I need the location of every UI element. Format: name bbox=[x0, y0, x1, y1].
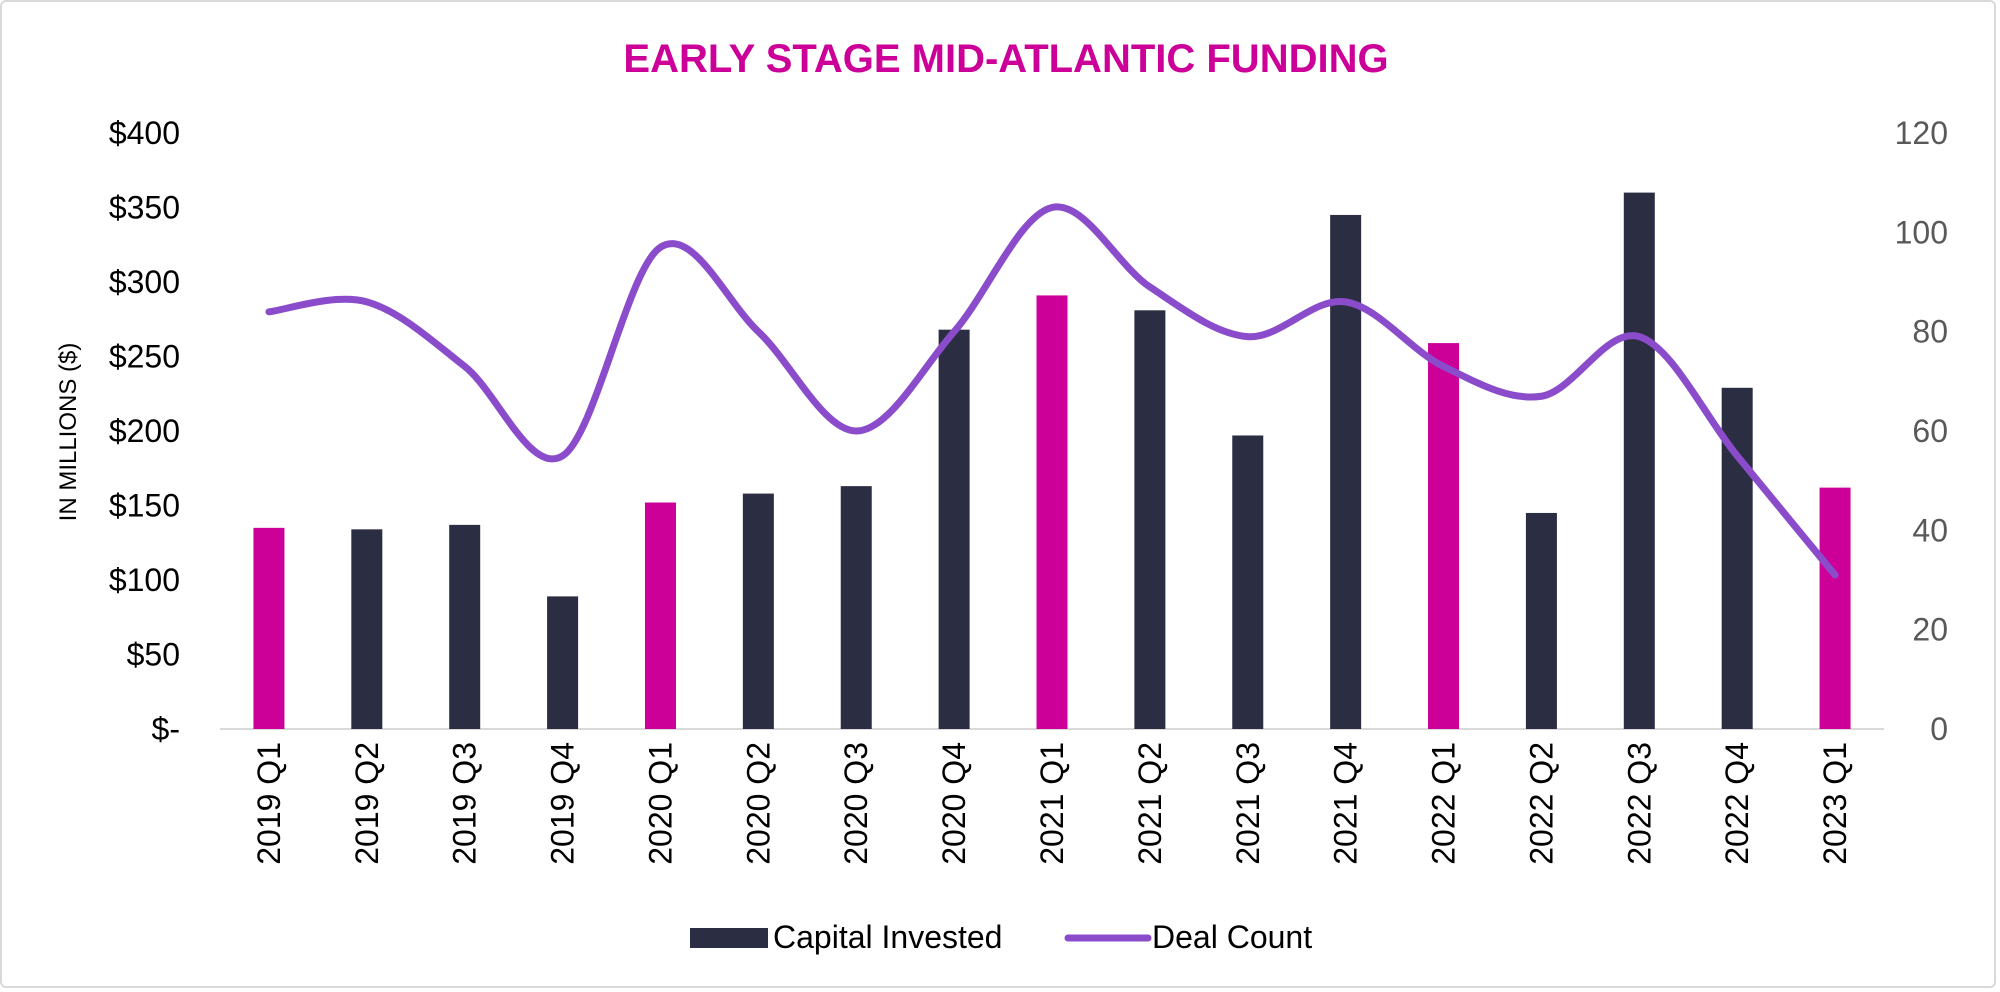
x-tick-label-2019-q1: 2019 Q1 bbox=[251, 742, 287, 865]
x-tick-label-2021-q1: 2021 Q1 bbox=[1034, 742, 1070, 865]
x-tick-label-2019-q2: 2019 Q2 bbox=[349, 742, 385, 865]
x-tick-label-2022-q2: 2022 Q2 bbox=[1523, 742, 1559, 865]
bar-2020-q4 bbox=[938, 329, 970, 729]
left-tick-label-400: $400 bbox=[109, 115, 180, 151]
x-tick-label-2021-q4: 2021 Q4 bbox=[1328, 742, 1364, 865]
legend: Capital Invested Deal Count bbox=[690, 919, 1312, 955]
right-tick-label-100: 100 bbox=[1895, 214, 1948, 250]
y-axis-label: IN MILLIONS ($) bbox=[55, 343, 82, 522]
bar-series bbox=[253, 192, 1851, 730]
bar-2019-q4 bbox=[547, 596, 579, 729]
left-tick-label-50: $50 bbox=[127, 637, 180, 673]
x-tick-label-2019-q3: 2019 Q3 bbox=[447, 742, 483, 865]
x-tick-label-2020-q3: 2020 Q3 bbox=[838, 742, 874, 865]
x-axis-labels: 2019 Q1 2019 Q2 2019 Q3 2019 Q4 2020 Q1 2020 … bbox=[251, 742, 1853, 865]
bar-2022-q3 bbox=[1623, 192, 1655, 730]
right-tick-label-80: 80 bbox=[1912, 314, 1948, 350]
right-tick-label-40: 40 bbox=[1912, 512, 1948, 548]
chart-title: EARLY STAGE MID-ATLANTIC FUNDING bbox=[623, 37, 1388, 81]
left-tick-label-250: $250 bbox=[109, 339, 180, 375]
legend-label-capital-invested: Capital Invested bbox=[773, 919, 1002, 955]
left-tick-label-350: $350 bbox=[109, 190, 180, 226]
left-tick-label-: $- bbox=[152, 711, 180, 747]
x-tick-label-2021-q3: 2021 Q3 bbox=[1230, 742, 1266, 865]
right-tick-label-120: 120 bbox=[1895, 115, 1948, 151]
x-tick-label-2021-q2: 2021 Q2 bbox=[1132, 742, 1168, 865]
left-tick-label-200: $200 bbox=[109, 413, 180, 449]
bar-2022-q1 bbox=[1428, 343, 1460, 729]
bar-2021-q3 bbox=[1232, 435, 1264, 729]
legend-swatch-capital-invested bbox=[690, 928, 768, 948]
bar-2019-q2 bbox=[351, 529, 383, 729]
x-tick-label-2020-q1: 2020 Q1 bbox=[642, 742, 678, 865]
left-tick-label-300: $300 bbox=[109, 264, 180, 300]
deal-count-line bbox=[265, 203, 1839, 579]
x-tick-label-2022-q3: 2022 Q3 bbox=[1621, 742, 1657, 865]
bar-2019-q3 bbox=[449, 524, 481, 729]
bar-2020-q2 bbox=[742, 493, 774, 729]
bar-2022-q2 bbox=[1525, 512, 1557, 729]
x-tick-label-2023-q1: 2023 Q1 bbox=[1817, 742, 1853, 865]
x-tick-label-2022-q1: 2022 Q1 bbox=[1426, 742, 1462, 865]
bar-2021-q4 bbox=[1330, 214, 1362, 729]
bar-2019-q1 bbox=[253, 527, 285, 729]
bar-2020-q3 bbox=[840, 486, 872, 729]
legend-label-deal-count: Deal Count bbox=[1152, 919, 1312, 955]
bar-2020-q1 bbox=[644, 502, 676, 729]
bar-2021-q1 bbox=[1036, 295, 1068, 729]
right-axis-ticks: 0 20 40 60 80 100 120 bbox=[1895, 115, 1948, 747]
x-tick-label-2019-q4: 2019 Q4 bbox=[545, 742, 581, 865]
bar-2023-q1 bbox=[1819, 487, 1851, 729]
right-tick-label-0: 0 bbox=[1930, 711, 1948, 747]
x-tick-label-2020-q2: 2020 Q2 bbox=[740, 742, 776, 865]
bar-2021-q2 bbox=[1134, 310, 1166, 729]
x-tick-label-2020-q4: 2020 Q4 bbox=[936, 742, 972, 865]
x-tick-label-2022-q4: 2022 Q4 bbox=[1719, 742, 1755, 865]
left-tick-label-100: $100 bbox=[109, 562, 180, 598]
left-axis-ticks: $- $50 $100 $150 $200 $250 $300 $350 $400 bbox=[109, 115, 180, 747]
left-tick-label-150: $150 bbox=[109, 488, 180, 524]
right-tick-label-20: 20 bbox=[1912, 612, 1948, 648]
right-tick-label-60: 60 bbox=[1912, 413, 1948, 449]
